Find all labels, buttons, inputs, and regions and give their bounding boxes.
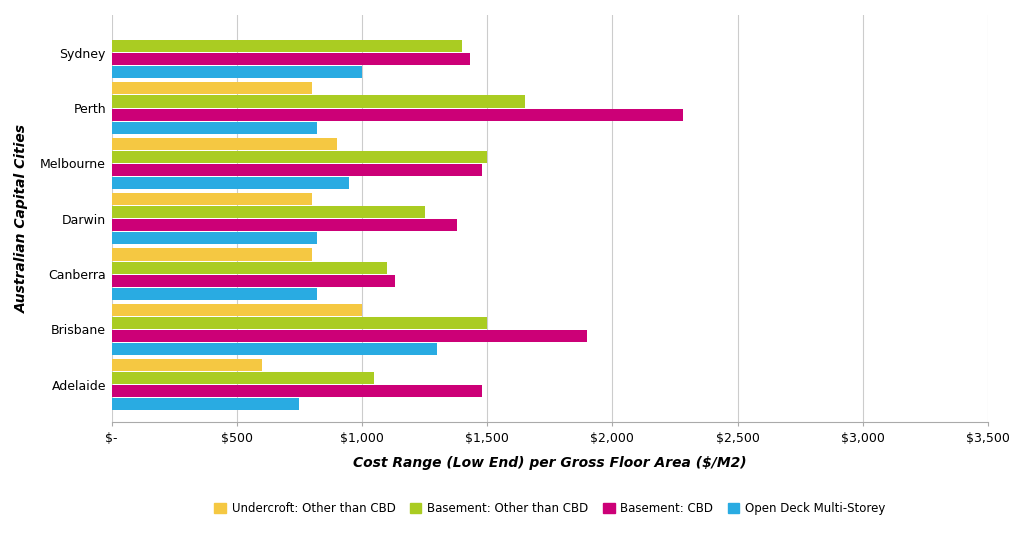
- Bar: [112, 232, 317, 244]
- Bar: [112, 83, 312, 94]
- Bar: [112, 359, 261, 371]
- Bar: [112, 343, 437, 355]
- Bar: [112, 385, 482, 397]
- Bar: [112, 398, 299, 411]
- X-axis label: Cost Range (Low End) per Gross Floor Area ($/M2): Cost Range (Low End) per Gross Floor Are…: [353, 456, 746, 470]
- Y-axis label: Australian Capital Cities: Australian Capital Cities: [15, 124, 29, 313]
- Bar: [112, 53, 469, 65]
- Bar: [112, 177, 350, 189]
- Bar: [112, 66, 362, 78]
- Bar: [112, 138, 337, 150]
- Bar: [112, 304, 362, 316]
- Bar: [112, 109, 683, 121]
- Bar: [112, 193, 312, 205]
- Bar: [112, 249, 312, 260]
- Bar: [112, 330, 587, 342]
- Bar: [112, 95, 525, 108]
- Bar: [112, 262, 387, 273]
- Bar: [112, 206, 424, 218]
- Bar: [112, 317, 487, 329]
- Bar: [112, 164, 482, 176]
- Bar: [112, 288, 317, 300]
- Bar: [112, 373, 374, 384]
- Bar: [112, 274, 395, 287]
- Legend: Undercroft: Other than CBD, Basement: Other than CBD, Basement: CBD, Open Deck M: Undercroft: Other than CBD, Basement: Ot…: [209, 497, 891, 520]
- Bar: [112, 40, 462, 52]
- Bar: [112, 122, 317, 133]
- Bar: [112, 219, 457, 232]
- Bar: [112, 151, 487, 163]
